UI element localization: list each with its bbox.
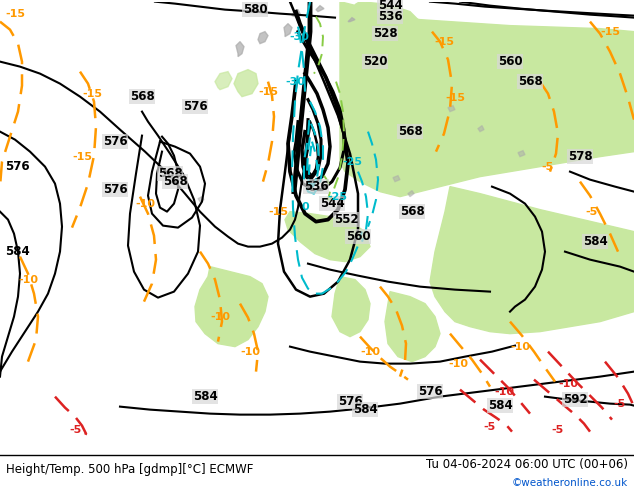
Polygon shape — [236, 42, 244, 57]
Text: 568: 568 — [163, 175, 188, 188]
Polygon shape — [393, 175, 400, 182]
Text: 568: 568 — [398, 125, 422, 138]
Polygon shape — [448, 106, 455, 112]
Text: -5: -5 — [542, 162, 554, 172]
Text: Height/Temp. 500 hPa [gdmp][°C] ECMWF: Height/Temp. 500 hPa [gdmp][°C] ECMWF — [6, 463, 254, 476]
Polygon shape — [518, 150, 525, 157]
Text: -10: -10 — [18, 274, 38, 285]
Polygon shape — [284, 24, 292, 37]
Text: -5: -5 — [69, 425, 81, 435]
Text: 528: 528 — [373, 27, 398, 40]
Text: 536: 536 — [304, 180, 328, 193]
Polygon shape — [348, 18, 355, 22]
Text: 568: 568 — [517, 75, 542, 88]
Text: 576: 576 — [338, 395, 362, 408]
Text: 592: 592 — [563, 393, 587, 406]
Text: 584: 584 — [353, 403, 377, 416]
Text: 520: 520 — [363, 55, 387, 68]
Polygon shape — [292, 10, 300, 17]
Text: -15: -15 — [445, 93, 465, 102]
Text: 576: 576 — [5, 160, 30, 173]
Text: 560: 560 — [498, 55, 522, 68]
Text: -5: -5 — [586, 207, 598, 217]
Text: -10: -10 — [240, 346, 260, 357]
Text: 580: 580 — [243, 3, 268, 16]
Polygon shape — [285, 212, 370, 262]
Text: -10: -10 — [135, 198, 155, 209]
Text: 584: 584 — [193, 390, 217, 403]
Text: -15: -15 — [72, 151, 92, 162]
Polygon shape — [258, 32, 268, 44]
Text: 584: 584 — [488, 399, 512, 412]
Polygon shape — [478, 125, 484, 132]
Text: -15: -15 — [82, 89, 102, 98]
Polygon shape — [234, 70, 258, 97]
Text: -5: -5 — [552, 425, 564, 435]
Polygon shape — [355, 1, 420, 37]
Text: 576: 576 — [103, 135, 127, 148]
Text: -10: -10 — [510, 342, 530, 352]
Text: 560: 560 — [346, 230, 370, 243]
Text: 568: 568 — [399, 205, 424, 218]
Text: 552: 552 — [333, 213, 358, 226]
Text: -15: -15 — [268, 207, 288, 217]
Text: -10: -10 — [448, 359, 468, 368]
Text: -5: -5 — [614, 399, 626, 409]
Text: -10: -10 — [494, 387, 514, 396]
Polygon shape — [408, 191, 414, 196]
Text: 568: 568 — [129, 90, 154, 103]
Polygon shape — [430, 187, 634, 334]
Text: -25: -25 — [342, 157, 362, 167]
Text: 576: 576 — [183, 100, 207, 113]
Text: 568: 568 — [158, 167, 183, 180]
Text: 576: 576 — [103, 183, 127, 196]
Text: -30: -30 — [289, 32, 309, 42]
Text: ©weatheronline.co.uk: ©weatheronline.co.uk — [512, 478, 628, 488]
Text: -5: -5 — [484, 421, 496, 432]
Text: 578: 578 — [567, 150, 592, 163]
Text: 0: 0 — [301, 201, 309, 212]
Text: 536: 536 — [378, 10, 403, 23]
Text: -30: -30 — [285, 76, 305, 87]
Polygon shape — [332, 277, 370, 337]
Polygon shape — [198, 196, 204, 201]
Polygon shape — [195, 267, 268, 346]
Text: Tu 04-06-2024 06:00 UTC (00+06): Tu 04-06-2024 06:00 UTC (00+06) — [425, 458, 628, 471]
Polygon shape — [340, 1, 634, 196]
Text: 584: 584 — [583, 235, 607, 248]
Text: -15: -15 — [600, 26, 620, 37]
Text: 544: 544 — [378, 0, 403, 12]
Text: -15: -15 — [258, 87, 278, 97]
Polygon shape — [316, 5, 324, 12]
Text: -15: -15 — [434, 37, 454, 47]
Polygon shape — [215, 72, 232, 90]
Text: 576: 576 — [418, 385, 443, 398]
Text: -15: -15 — [5, 9, 25, 19]
Text: 544: 544 — [320, 197, 344, 210]
Text: -25: -25 — [327, 192, 347, 201]
Polygon shape — [385, 292, 440, 362]
Text: -10: -10 — [558, 379, 578, 389]
Text: -10: -10 — [360, 346, 380, 357]
Text: -10: -10 — [210, 312, 230, 321]
Text: 584: 584 — [5, 245, 30, 258]
